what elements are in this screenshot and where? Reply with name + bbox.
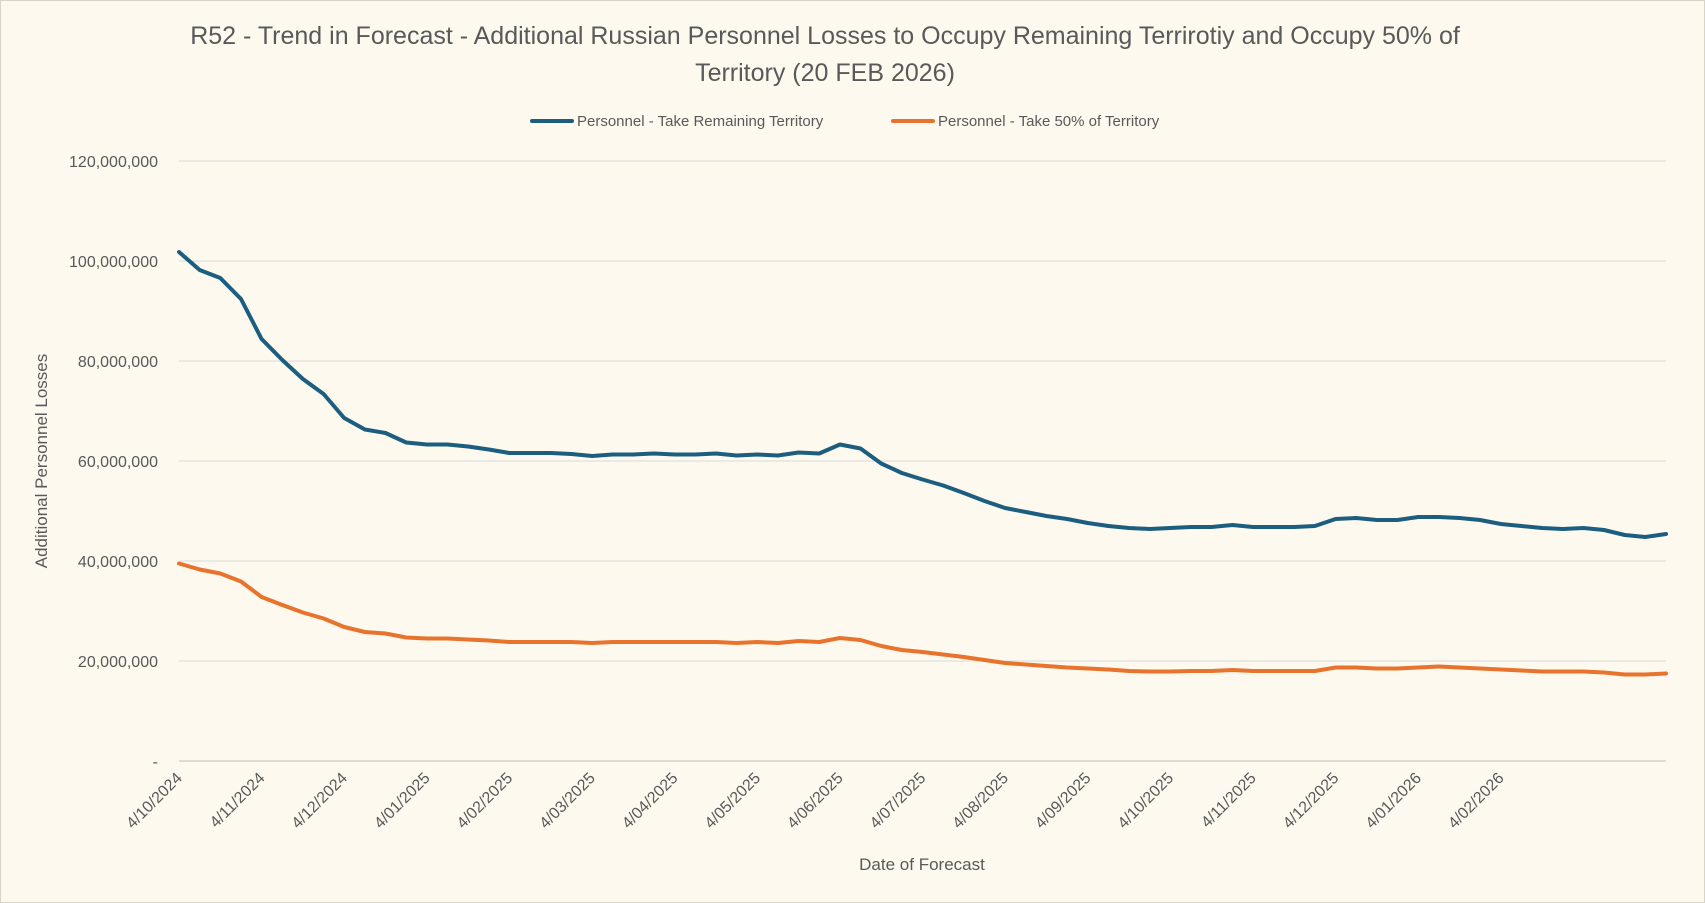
x-axis-title: Date of Forecast <box>859 855 985 874</box>
gridlines <box>179 160 1666 762</box>
y-tick-label: 120,000,000 <box>69 154 158 171</box>
x-tick-label: 4/02/2026 <box>1445 770 1507 832</box>
x-tick-label: 4/11/2025 <box>1198 770 1260 832</box>
y-tick-label: - <box>153 754 158 771</box>
series-line-50pct-territory <box>177 561 1668 677</box>
x-tick-label: 4/10/2025 <box>1115 770 1177 832</box>
x-tick-label: 4/02/2025 <box>454 770 516 832</box>
legend: Personnel - Take Remaining Territory Per… <box>530 113 1160 130</box>
series-line-remaining-territory <box>177 250 1668 539</box>
y-tick-label: 20,000,000 <box>78 654 158 671</box>
x-tick-label: 4/05/2025 <box>702 770 764 832</box>
y-tick-label: 80,000,000 <box>78 354 158 371</box>
y-tick-label: 100,000,000 <box>69 254 158 271</box>
x-tick-label: 4/09/2025 <box>1032 770 1094 832</box>
legend-label-50pct: Personnel - Take 50% of Territory <box>938 113 1160 130</box>
chart-title: R52 - Trend in Forecast - Additional Rus… <box>190 22 1460 87</box>
x-tick-label: 4/10/2024 <box>123 770 185 832</box>
series-lines <box>177 250 1668 677</box>
x-tick-label: 4/01/2025 <box>371 770 433 832</box>
x-tick-label: 4/11/2024 <box>207 770 269 832</box>
y-tick-label: 60,000,000 <box>78 454 158 471</box>
y-axis-title: Additional Personnel Losses <box>32 354 51 569</box>
x-tick-label: 4/03/2025 <box>537 770 599 832</box>
y-axis-ticks: - 20,000,000 40,000,000 60,000,000 80,000,00… <box>69 154 158 771</box>
x-tick-label: 4/01/2026 <box>1363 770 1425 832</box>
x-tick-label: 4/06/2025 <box>784 770 846 832</box>
x-tick-label: 4/12/2024 <box>289 770 351 832</box>
x-tick-label: 4/12/2025 <box>1280 770 1342 832</box>
y-tick-label: 40,000,000 <box>78 554 158 571</box>
x-tick-label: 4/04/2025 <box>619 770 681 832</box>
x-tick-label: 4/07/2025 <box>867 770 929 832</box>
legend-label-remaining: Personnel - Take Remaining Territory <box>577 113 824 130</box>
x-tick-label: 4/08/2025 <box>950 770 1012 832</box>
x-axis-ticks: 4/10/2024 4/11/2024 4/12/2024 4/01/2025 4/02… <box>123 770 1507 832</box>
